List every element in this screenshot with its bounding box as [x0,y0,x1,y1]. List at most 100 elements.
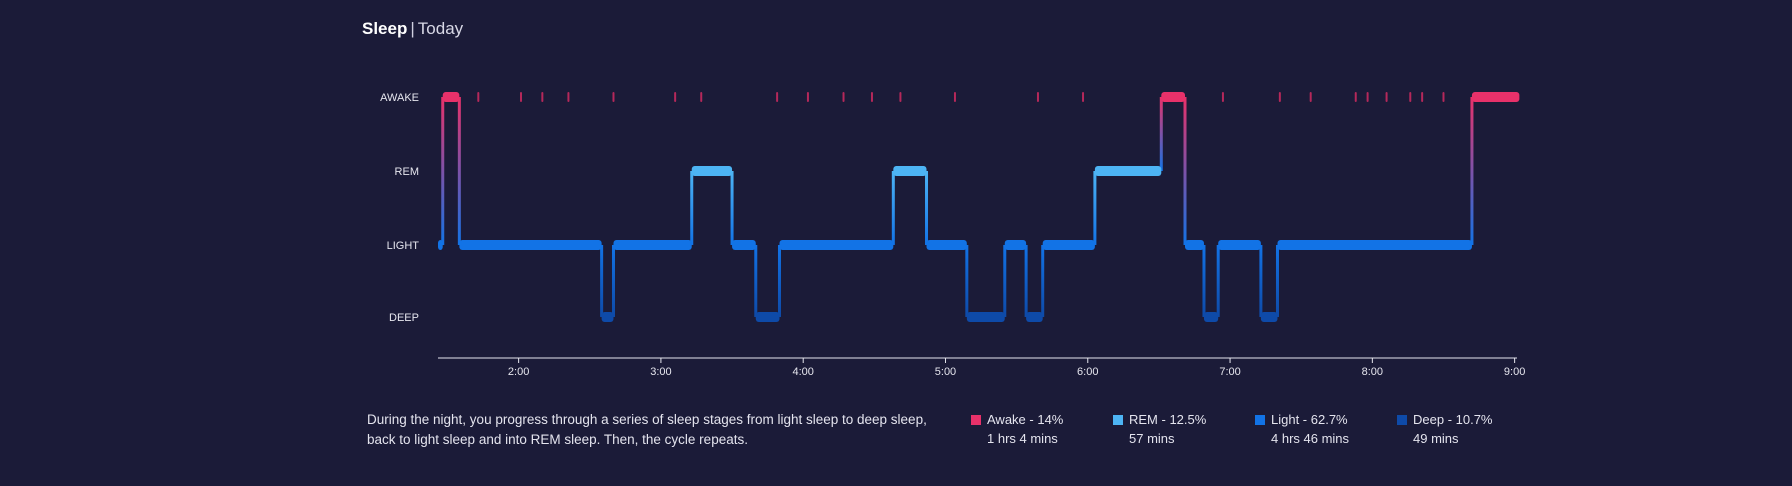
legend-rem: REM - 12.5% 57 mins [1113,412,1206,446]
segment-light [779,240,894,250]
awake-tick [806,92,809,102]
sleep-stages-chart: AWAKE REM LIGHT DEEP 2:00 3:00 4:00 5:00 6:00 7:… [380,92,1525,378]
stage-transition [1003,245,1007,317]
stage-transition [777,245,781,317]
stage-transition [965,245,969,317]
light-swatch [1255,414,1265,425]
stage-transition [1259,245,1263,317]
segment-light [732,240,756,250]
stage-transition [1041,245,1045,317]
segment-awake [442,92,460,102]
legend-awake: Awake - 14% 1 hrs 4 mins [971,412,1063,446]
stage-transition [1159,97,1163,171]
stage-transition [457,97,461,245]
y-label-rem: REM [395,166,419,178]
segment-light [1277,240,1472,250]
deep-swatch [1397,414,1407,425]
legend-awake-duration: 1 hrs 4 mins [987,431,1058,446]
segment-rem [691,166,733,176]
legend-awake-label: Awake - 14% [987,412,1064,427]
segment-awake [1471,92,1520,102]
awake-tick [1442,92,1445,102]
legend-light: Light - 62.7% 4 hrs 46 mins [1255,412,1349,446]
segment-light [1218,240,1261,250]
awake-tick [567,92,570,102]
stage-transition [1275,245,1279,317]
awake-tick [1409,92,1412,102]
segment-awake [1161,92,1185,102]
x-tick-label: 7:00 [1219,366,1240,378]
segment-light [1042,240,1095,250]
segment-deep [601,312,614,322]
segment-deep [1260,312,1278,322]
stage-transition [690,171,694,245]
stage-transition [925,171,929,245]
awake-tick [776,92,779,102]
legend-light-duration: 4 hrs 46 mins [1271,431,1350,446]
segment-deep [1203,312,1219,322]
segment-light [459,240,602,250]
segment-deep [755,312,780,322]
x-tick-label: 9:00 [1504,366,1525,378]
awake-tick [1354,92,1357,102]
stage-transition [1183,97,1187,245]
legend-deep: Deep - 10.7% 49 mins [1397,412,1493,446]
stage-transition [754,245,758,317]
legend-deep-label: Deep - 10.7% [1413,412,1493,427]
x-tick-label: 6:00 [1077,366,1098,378]
x-tick-label: 3:00 [650,366,671,378]
stage-transition [1093,171,1097,245]
stage-transition [600,245,604,317]
awake-tick [899,92,902,102]
stage-transition [441,97,445,245]
segment-deep [966,312,1005,322]
awake-swatch [971,414,981,425]
x-tick-label: 4:00 [792,366,813,378]
awake-tick [477,92,480,102]
awake-tick [1082,92,1085,102]
stage-transition [1024,245,1028,317]
awake-tick [870,92,873,102]
segment-rem [1094,166,1162,176]
legend-light-label: Light - 62.7% [1271,412,1348,427]
segment-rem [893,166,927,176]
stage-transition [1216,245,1220,317]
segment-light [926,240,967,250]
awake-tick [1366,92,1369,102]
y-label-awake: AWAKE [380,92,419,104]
stage-transition [1470,97,1474,245]
stage-transition [730,171,734,245]
awake-tick [541,92,544,102]
awake-tick [1385,92,1388,102]
awake-tick [674,92,677,102]
sleep-description: During the night, you progress through a… [367,412,927,447]
y-label-light: LIGHT [387,240,420,252]
date-range-label: Today [417,19,464,38]
stage-transition [1202,245,1206,317]
page-title: Sleep [362,19,408,38]
segment-light [1004,240,1027,250]
awake-tick [1309,92,1312,102]
awake-tick [1036,92,1039,102]
x-tick-label: 8:00 [1362,366,1383,378]
x-tick-label: 5:00 [935,366,956,378]
rem-swatch [1113,414,1123,425]
segment-deep [1026,312,1043,322]
legend-rem-label: REM - 12.5% [1129,412,1207,427]
awake-tick [953,92,956,102]
awake-tick [1221,92,1224,102]
segment-light [438,240,443,250]
awake-tick [612,92,615,102]
stage-transition [891,171,895,245]
awake-tick [520,92,522,102]
x-tick-label: 2:00 [508,366,529,378]
title-separator: | [410,19,415,38]
legend-deep-duration: 49 mins [1413,431,1459,446]
y-label-deep: DEEP [389,312,419,324]
awake-tick [700,92,703,102]
segment-light [1185,240,1204,250]
chart-header: Sleep | Today [362,19,463,39]
legend-rem-duration: 57 mins [1129,431,1175,446]
stage-transition [611,245,615,317]
awake-tick [1278,92,1281,102]
